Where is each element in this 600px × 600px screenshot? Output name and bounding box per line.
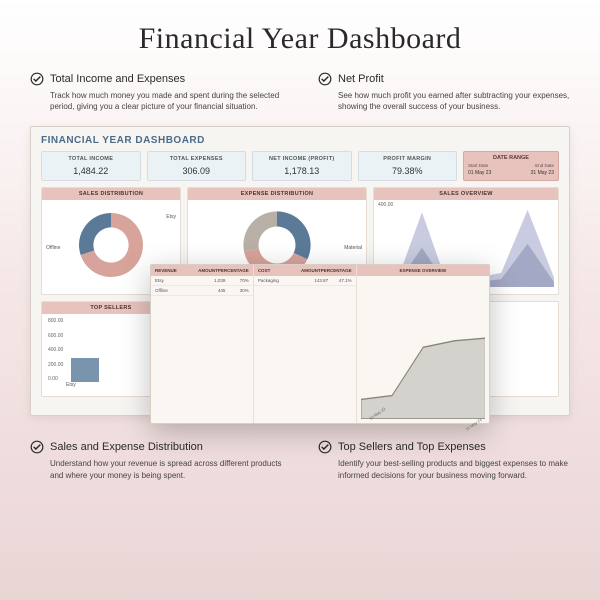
kpi-value: 1,178.13 <box>259 166 345 176</box>
cost-table: COSTAMOUNTPERCENTAGE Packaging143.8747.1… <box>254 265 357 423</box>
dashboard-preview: FINANCIAL YEAR DASHBOARD TOTAL INCOME 1,… <box>30 126 570 426</box>
end-date: 31 May 23 <box>531 170 554 176</box>
y-axis-max: 400.00 <box>378 202 393 208</box>
panel-title: EXPENSE DISTRIBUTION <box>188 188 366 200</box>
date-range: DATE RANGE Start Date End Date 01 May 23 3… <box>463 151 559 181</box>
panel-title: SALES OVERVIEW <box>374 188 558 200</box>
kpi-label: PROFIT MARGIN <box>365 156 451 162</box>
check-icon <box>30 72 44 86</box>
feature-title: Total Income and Expenses <box>50 73 185 85</box>
sales-donut-chart <box>71 205 151 285</box>
revenue-table: REVENUEAMOUNTPERCENTAGE Etsy1,03970% Off… <box>151 265 254 423</box>
features-bottom: Sales and Expense Distribution Understan… <box>30 440 570 480</box>
feature-body: Track how much money you made and spent … <box>30 90 282 112</box>
popup-tables: REVENUEAMOUNTPERCENTAGE Etsy1,03970% Off… <box>150 264 490 424</box>
table-row: Etsy1,03970% <box>151 276 253 286</box>
bar <box>71 358 99 382</box>
kpi-label: TOTAL EXPENSES <box>154 156 240 162</box>
table-row: Packaging143.8747.1% <box>254 276 356 286</box>
kpi-total-expenses: TOTAL EXPENSES 306.09 <box>147 151 247 181</box>
feature-net-profit: Net Profit See how much profit you earne… <box>318 72 570 112</box>
feature-title: Net Profit <box>338 73 384 85</box>
kpi-value: 306.09 <box>154 166 240 176</box>
kpi-value: 1,484.22 <box>48 166 134 176</box>
feature-sales-expense-dist: Sales and Expense Distribution Understan… <box>30 440 282 480</box>
expense-overview-chart: EXPENSE OVERVIEW 10 May 23 15 May 23 <box>357 265 489 423</box>
end-date-label: End Date <box>535 163 554 168</box>
table-row: Offline44530% <box>151 286 253 296</box>
kpi-value: 79.38% <box>365 166 451 176</box>
page-title: Financial Year Dashboard <box>30 22 570 56</box>
check-icon <box>30 440 44 454</box>
chart-title: EXPENSE OVERVIEW <box>357 265 489 276</box>
feature-body: See how much profit you earned after sub… <box>318 90 570 112</box>
features-top: Total Income and Expenses Track how much… <box>30 72 570 112</box>
kpi-net-income: NET INCOME (PROFIT) 1,178.13 <box>252 151 352 181</box>
legend-material: Material <box>344 245 362 251</box>
kpi-row: TOTAL INCOME 1,484.22 TOTAL EXPENSES 306… <box>41 151 559 181</box>
date-range-title: DATE RANGE <box>468 155 554 161</box>
check-icon <box>318 440 332 454</box>
feature-title: Top Sellers and Top Expenses <box>338 441 486 453</box>
start-date: 01 May 23 <box>468 170 491 176</box>
feature-top-sellers-expenses: Top Sellers and Top Expenses Identify yo… <box>318 440 570 480</box>
expense-area-chart <box>361 280 485 419</box>
check-icon <box>318 72 332 86</box>
panel-title: SALES DISTRIBUTION <box>42 188 180 200</box>
kpi-profit-margin: PROFIT MARGIN 79.38% <box>358 151 458 181</box>
start-date-label: Start Date <box>468 163 488 168</box>
legend-offline: Offline <box>46 245 60 251</box>
feature-income-expenses: Total Income and Expenses Track how much… <box>30 72 282 112</box>
kpi-label: TOTAL INCOME <box>48 156 134 162</box>
dashboard-title: FINANCIAL YEAR DASHBOARD <box>41 135 559 146</box>
y-axis-ticks: 800.00 600.00 400.00 200.00 0.00 <box>48 318 63 382</box>
kpi-label: NET INCOME (PROFIT) <box>259 156 345 162</box>
kpi-total-income: TOTAL INCOME 1,484.22 <box>41 151 141 181</box>
feature-title: Sales and Expense Distribution <box>50 441 203 453</box>
feature-body: Understand how your revenue is spread ac… <box>30 458 282 480</box>
legend-etsy: Etsy <box>166 214 176 220</box>
x-label: 15 May 23 <box>465 417 483 432</box>
feature-body: Identify your best-selling products and … <box>318 458 570 480</box>
